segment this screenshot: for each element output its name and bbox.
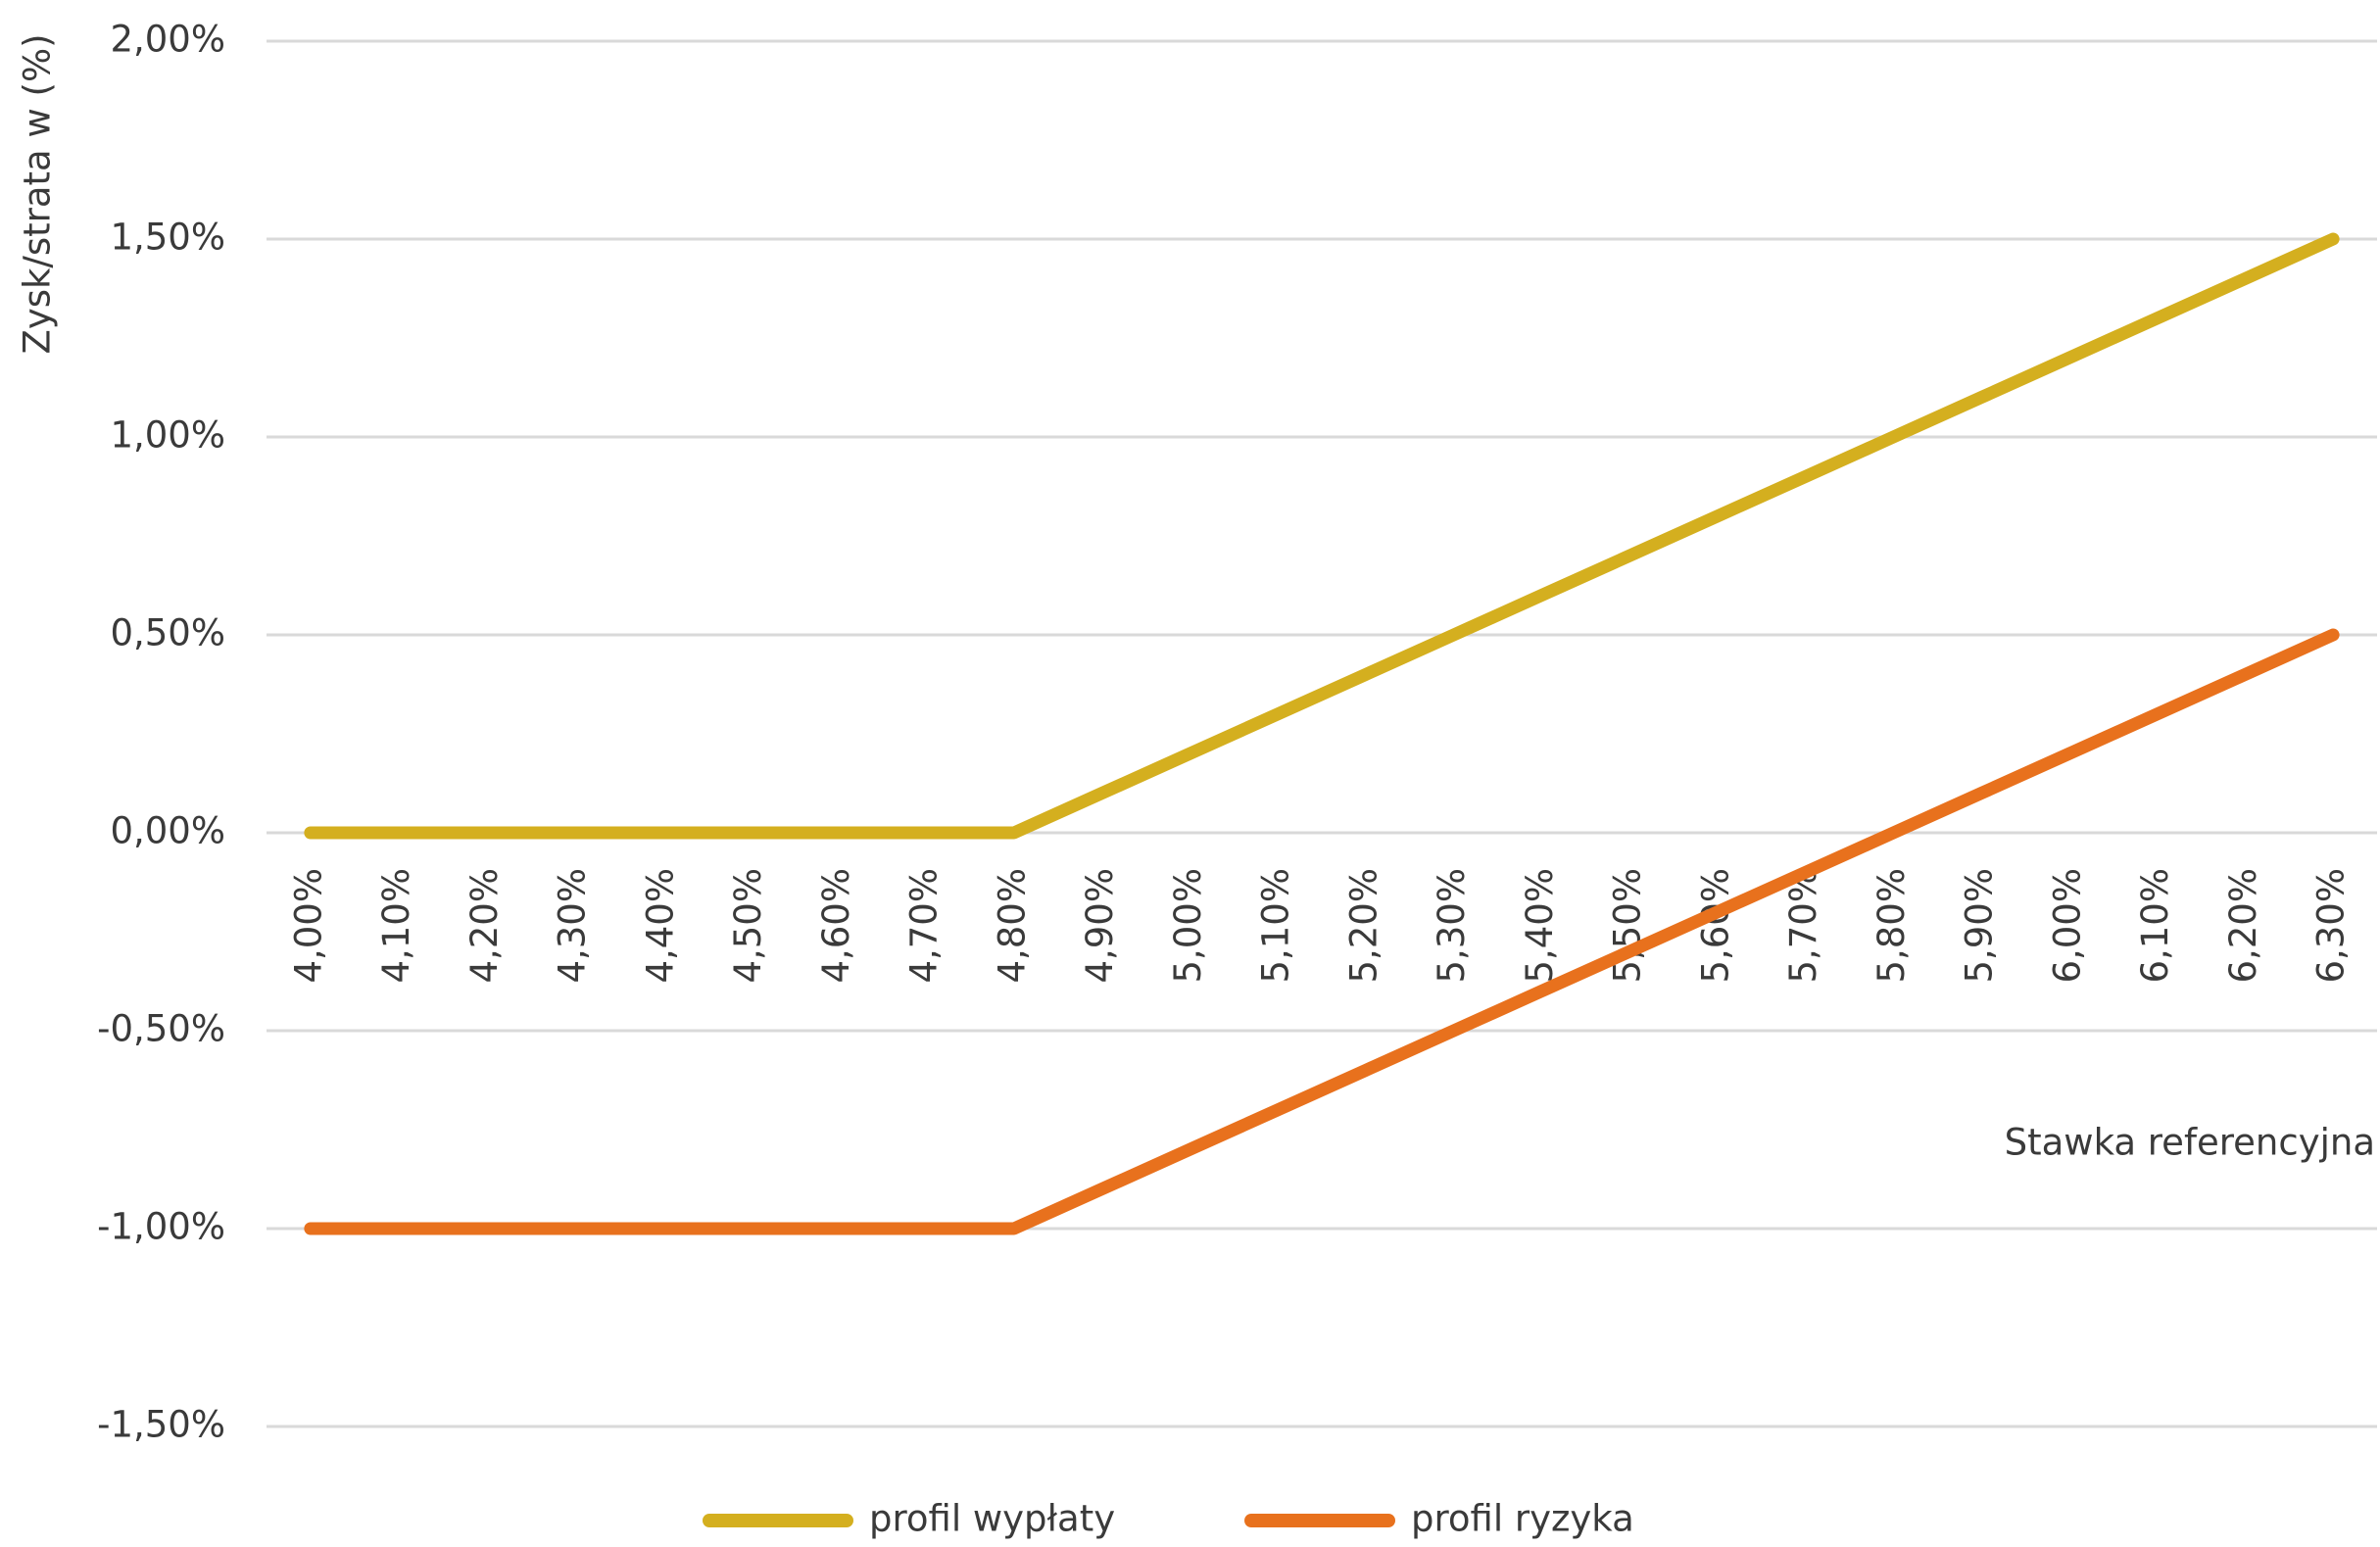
x-tick-label: 4,30% [552,868,594,984]
y-tick-label: 1,50% [110,217,225,259]
y-tick-label: -1,50% [97,1404,225,1446]
y-tick-label: 1,00% [110,414,225,457]
x-tick-label: 5,10% [1255,868,1297,984]
x-tick-label: 5,40% [1519,868,1561,984]
x-tick-label: 5,70% [1782,868,1824,984]
series-line [304,628,2340,1235]
legend-label: profil ryzyka [1411,1498,1634,1540]
x-tick-label: 4,20% [463,868,506,984]
y-tick-label: -1,00% [97,1206,225,1248]
x-tick-label: 4,10% [375,868,417,984]
x-tick-label: 5,80% [1870,868,1913,984]
series-line [304,232,2340,840]
y-tick-label: -0,50% [97,1008,225,1050]
x-tick-label: 4,50% [727,868,769,984]
y-tick-label: 0,00% [110,810,225,852]
x-tick-label: 4,40% [639,868,681,984]
x-tick-label: 5,00% [1167,868,1209,984]
x-tick-label: 6,30% [2310,868,2353,984]
y-tick-label: 0,50% [110,612,225,654]
x-tick-label: 5,30% [1431,868,1473,984]
x-tick-label: 6,00% [2046,868,2088,984]
x-tick-label: 4,70% [903,868,946,984]
x-tick-label: 4,60% [815,868,857,984]
x-tick-label: 5,90% [1959,868,2001,984]
x-tick-label: 6,10% [2134,868,2176,984]
x-axis-label: Stawka referencyjna [2005,1122,2375,1164]
y-tick-label: 2,00% [110,19,225,61]
x-tick-label: 6,20% [2222,868,2264,984]
x-tick-label: 4,80% [991,868,1033,984]
x-tick-label: 5,20% [1342,868,1384,984]
x-tick-label: 4,00% [287,868,329,984]
x-tick-label: 4,90% [1079,868,1121,984]
y-axis-label: Zysk/strata w (%) [17,33,59,354]
legend-label: profil wypłaty [869,1498,1115,1540]
